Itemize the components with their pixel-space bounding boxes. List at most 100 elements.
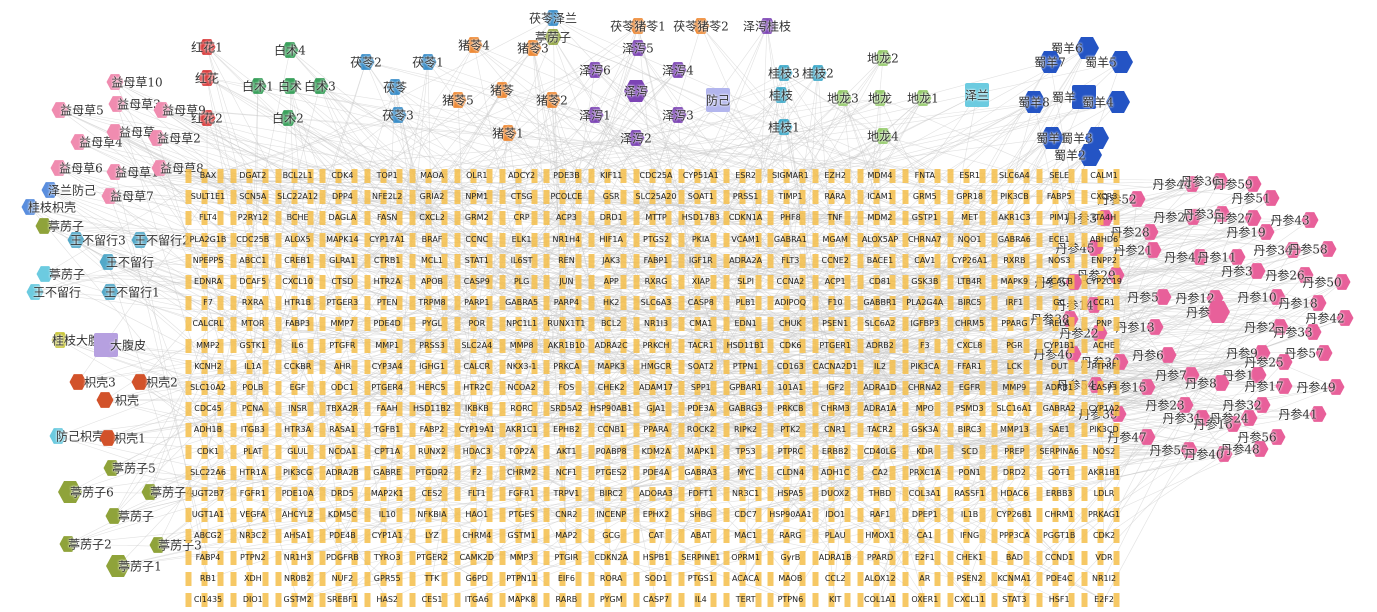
target-node: PPARG — [991, 317, 1037, 332]
target-node: SOAT1 — [678, 190, 724, 205]
target-node: FLT1 — [454, 487, 500, 501]
target-node: BIRC5 — [947, 296, 993, 311]
target-node: MPO — [902, 402, 948, 417]
target-node: FABP1 — [633, 253, 679, 268]
compound-label: 丹参25 — [1244, 355, 1284, 370]
target-node: TOP1 — [364, 169, 410, 183]
target-node: ECE1 — [1036, 232, 1082, 247]
target-node: AKT1 — [543, 444, 589, 459]
compound-label: 丹参17 — [1244, 379, 1284, 394]
target-node: HSD17B3 — [678, 211, 724, 226]
target-node: STAT1 — [454, 253, 500, 268]
target-node: AHSA1 — [275, 529, 321, 544]
target-node: CHRM4 — [454, 529, 500, 544]
target-node: ADIPOQ — [767, 296, 813, 311]
target-node: HSF1 — [1036, 593, 1082, 607]
compound-label: 泽泻1 — [579, 108, 611, 123]
compound-node — [1268, 429, 1286, 445]
compound-node — [106, 164, 124, 180]
target-node: CASP3 — [1081, 381, 1127, 395]
target-node: P2RY12 — [230, 211, 276, 226]
compound-label: 桂枝 — [768, 88, 794, 103]
network-edge — [431, 449, 1190, 516]
target-node: INSR — [275, 402, 321, 417]
target-node: PDE4D — [364, 317, 410, 332]
target-node: RAF1 — [857, 508, 903, 523]
compound-node — [96, 392, 114, 408]
target-node: CXCL10 — [275, 275, 321, 289]
target-node: TGFB1 — [364, 423, 410, 438]
target-node: CCNC — [454, 232, 500, 247]
target-node: GABRA2 — [1036, 402, 1082, 417]
target-node: PDE3B — [543, 169, 589, 183]
target-node: PYGL — [409, 317, 455, 332]
target-node: MAPK14 — [319, 232, 365, 247]
target-node: ADH1B — [185, 423, 231, 438]
compound-node — [131, 374, 149, 390]
compound-node — [106, 554, 130, 578]
target-node: IL6ST — [499, 253, 545, 268]
target-node: RXRG — [633, 275, 679, 289]
compound-label: 猪苓5 — [442, 93, 474, 108]
network-edge — [924, 218, 1186, 406]
compound-label: 丹参3 — [1221, 264, 1253, 279]
compound-label: 泽泻5 — [622, 41, 654, 56]
compound-label: 益母草9 — [162, 103, 206, 118]
target-node: CASP9 — [454, 275, 500, 289]
target-node: MAOA — [409, 169, 455, 183]
compound-label: 王不留行 — [32, 285, 82, 300]
compound-label: 丹参24 — [1209, 411, 1249, 426]
target-node: NCOA2 — [499, 381, 545, 395]
target-node: MAC1 — [723, 529, 769, 544]
target-node: FGFR1 — [230, 487, 276, 501]
network-edge — [700, 94, 782, 452]
target-node: JAK3 — [588, 253, 634, 268]
target-node: DRD2 — [991, 465, 1037, 480]
target-node: SELE — [1036, 169, 1082, 183]
target-node: CCR1 — [1081, 296, 1127, 311]
target-node: PSEN2 — [947, 571, 993, 586]
compound-label: 王不留行3 — [70, 233, 126, 248]
compound-node — [69, 374, 87, 390]
target-node: GC — [1036, 296, 1082, 311]
target-node: CXCL2 — [409, 211, 455, 226]
target-node: MAPK9 — [991, 275, 1037, 289]
compound-node — [1109, 50, 1133, 74]
compound-node — [49, 428, 67, 444]
target-node: IGF1R — [678, 253, 724, 268]
target-node: POR — [454, 317, 500, 332]
target-node: CXCR3 — [1081, 190, 1127, 205]
target-node: FAAH — [364, 402, 410, 417]
target-node: PON1 — [947, 465, 993, 480]
target-node: HDAC6 — [991, 487, 1037, 501]
target-node: CHRM2 — [499, 465, 545, 480]
network-edge — [1059, 382, 1222, 431]
compound-node — [449, 92, 467, 108]
target-node: ADRA1A — [857, 402, 903, 417]
target-node: SLC2A4 — [454, 338, 500, 353]
target-node: AKR1B1 — [1081, 465, 1127, 480]
target-node: IRF1 — [991, 296, 1037, 311]
compound-node — [105, 508, 123, 524]
target-node: PIK3CB — [991, 190, 1037, 205]
compound-node — [67, 232, 85, 248]
compound-node — [1336, 310, 1354, 326]
compound-node — [544, 10, 562, 26]
target-node: NPM1 — [454, 190, 500, 205]
target-node: GJA1 — [633, 402, 679, 417]
target-node: PDE4A — [633, 465, 679, 480]
target-node: HAS2 — [364, 593, 410, 607]
network-edge — [1058, 218, 1075, 283]
compound-node — [1275, 378, 1293, 394]
compound-label: 丹参55 — [1149, 443, 1189, 458]
compound-label: 葶苈子1 — [118, 559, 162, 574]
compound-node — [775, 119, 793, 135]
compound-node — [809, 65, 827, 81]
target-node: CASP7 — [633, 593, 679, 607]
network-edge — [319, 85, 881, 410]
target-node: VCAM1 — [723, 232, 769, 247]
target-node: PTGER2 — [409, 550, 455, 565]
compound-node — [1224, 416, 1242, 432]
network-edge — [139, 303, 209, 383]
target-node: ADORA3 — [633, 487, 679, 501]
